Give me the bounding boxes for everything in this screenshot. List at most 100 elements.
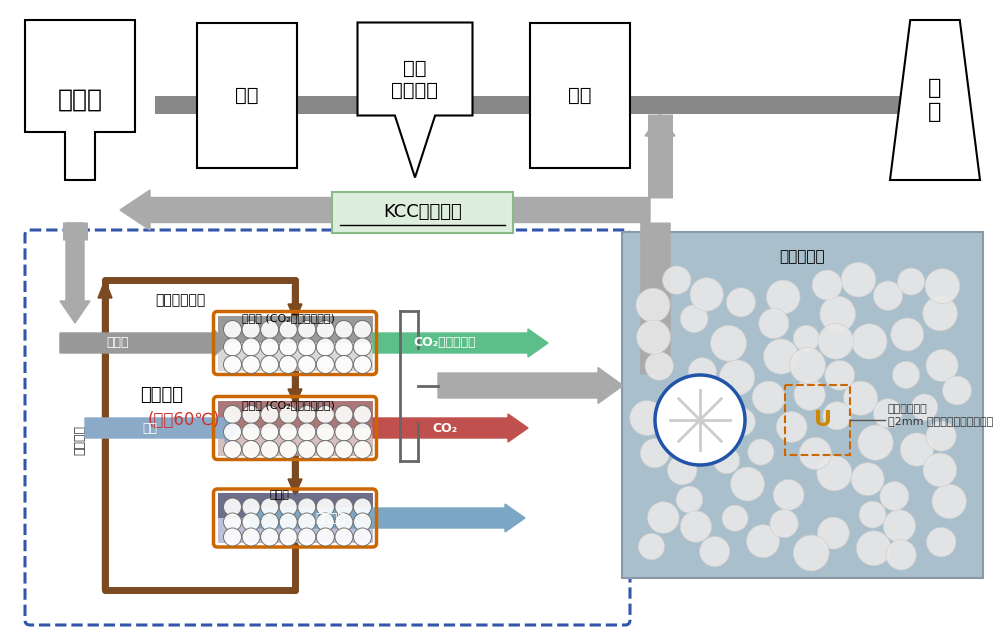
Circle shape [242, 406, 260, 424]
FancyArrow shape [85, 414, 240, 442]
FancyArrow shape [645, 114, 675, 197]
Bar [218, 428, 372, 456]
Circle shape [773, 479, 804, 510]
Circle shape [224, 338, 242, 356]
Text: 排ガス: 排ガス [107, 337, 129, 349]
Circle shape [298, 338, 316, 356]
Circle shape [841, 262, 876, 297]
FancyArrow shape [60, 223, 90, 323]
Circle shape [224, 528, 242, 546]
Circle shape [316, 356, 334, 374]
Circle shape [354, 440, 372, 458]
Circle shape [680, 511, 712, 542]
Circle shape [926, 421, 956, 451]
FancyArrow shape [60, 329, 228, 357]
FancyArrow shape [288, 285, 302, 320]
Circle shape [298, 513, 316, 531]
Circle shape [224, 440, 242, 458]
Circle shape [776, 412, 807, 442]
Circle shape [261, 320, 279, 338]
Circle shape [279, 356, 297, 374]
Text: 脱碗: 脱碗 [235, 85, 259, 104]
Text: ボイラ: ボイラ [58, 88, 103, 112]
Circle shape [891, 318, 924, 351]
Text: 再生塔 (CO₂脱離プロセス): 再生塔 (CO₂脱離プロセス) [242, 400, 335, 410]
Bar [218, 493, 372, 518]
Circle shape [794, 379, 825, 410]
Circle shape [711, 326, 747, 362]
Circle shape [261, 423, 279, 441]
FancyArrow shape [438, 367, 623, 403]
Polygon shape [25, 20, 135, 180]
Circle shape [261, 498, 279, 516]
Circle shape [932, 484, 966, 519]
Circle shape [880, 481, 909, 511]
Circle shape [316, 423, 334, 441]
Text: 固体吸収材: 固体吸収材 [780, 249, 825, 265]
Circle shape [279, 406, 297, 424]
Circle shape [911, 394, 938, 420]
Circle shape [354, 528, 372, 546]
Circle shape [224, 513, 242, 531]
Circle shape [817, 456, 852, 491]
Circle shape [279, 423, 297, 441]
Circle shape [242, 498, 260, 516]
Circle shape [261, 513, 279, 531]
Circle shape [335, 356, 353, 374]
Circle shape [224, 498, 242, 516]
Circle shape [242, 423, 260, 441]
Circle shape [224, 406, 242, 424]
Circle shape [261, 406, 279, 424]
Circle shape [335, 528, 353, 546]
Circle shape [700, 537, 730, 567]
Text: 脱硫: 脱硫 [568, 85, 592, 104]
Circle shape [316, 498, 334, 516]
FancyArrow shape [373, 414, 528, 442]
Circle shape [335, 423, 353, 441]
Circle shape [812, 270, 842, 300]
Circle shape [793, 326, 819, 351]
Circle shape [316, 528, 334, 546]
Circle shape [242, 320, 260, 338]
Text: 電気
集じん器: 電気 集じん器 [392, 59, 438, 100]
Circle shape [224, 356, 242, 374]
Circle shape [690, 278, 723, 311]
Polygon shape [890, 20, 980, 180]
Text: 蕢気: 蕢気 [143, 422, 158, 435]
Circle shape [926, 528, 956, 557]
FancyArrow shape [120, 190, 650, 230]
Circle shape [637, 320, 670, 354]
Circle shape [726, 408, 755, 437]
Circle shape [298, 356, 316, 374]
Circle shape [279, 528, 297, 546]
Bar [218, 343, 372, 370]
Circle shape [242, 356, 260, 374]
Circle shape [298, 320, 316, 338]
FancyBboxPatch shape [622, 232, 983, 578]
Circle shape [261, 440, 279, 458]
Polygon shape [358, 22, 473, 178]
Circle shape [748, 439, 774, 465]
Circle shape [261, 356, 279, 374]
Bar [197, 22, 297, 167]
Circle shape [900, 433, 934, 466]
Text: (例：60℃): (例：60℃) [148, 411, 220, 429]
Circle shape [224, 423, 242, 441]
Circle shape [242, 440, 260, 458]
Circle shape [242, 528, 260, 546]
Circle shape [713, 447, 740, 474]
Circle shape [820, 296, 856, 332]
Circle shape [354, 338, 372, 356]
Circle shape [925, 269, 960, 303]
Circle shape [793, 535, 829, 571]
Circle shape [316, 513, 334, 531]
Text: コンベア: コンベア [74, 425, 87, 455]
Circle shape [851, 463, 884, 495]
Circle shape [354, 423, 372, 441]
Circle shape [886, 540, 916, 570]
Circle shape [926, 349, 958, 381]
Circle shape [859, 501, 886, 528]
Circle shape [242, 513, 260, 531]
Circle shape [298, 528, 316, 546]
Circle shape [823, 401, 851, 430]
